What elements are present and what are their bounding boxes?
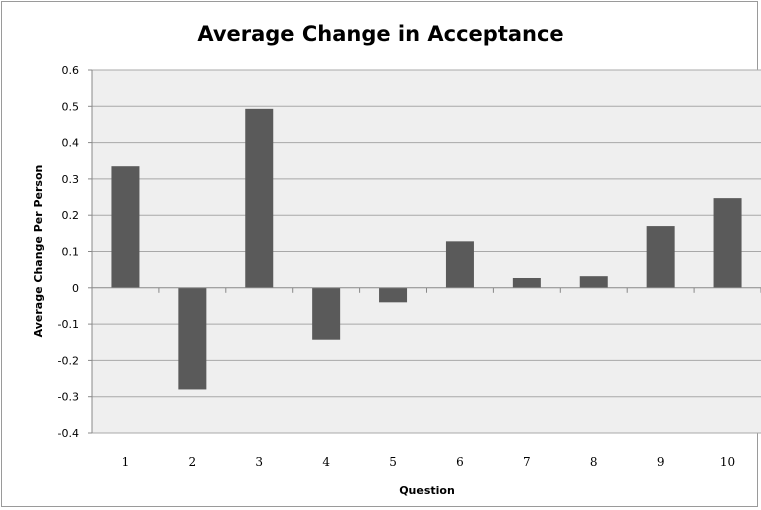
chart-title: Average Change in Acceptance: [197, 22, 564, 46]
x-tick-label: 9: [657, 455, 665, 469]
bar-q1: [111, 166, 140, 288]
x-tick-label: 5: [389, 455, 397, 469]
y-tick-label: 0.4: [62, 137, 80, 150]
bar-q8: [579, 276, 608, 288]
bar-q3: [245, 108, 274, 288]
bar-q10: [713, 198, 742, 288]
y-tick-label: -0.4: [58, 427, 79, 440]
x-tick-label: 4: [322, 455, 330, 469]
x-tick-label: 7: [523, 455, 531, 469]
x-tick-label: 10: [720, 455, 735, 469]
x-tick-label: 2: [189, 455, 197, 469]
x-tick-label: 8: [590, 455, 598, 469]
y-tick-label: 0.3: [62, 173, 80, 186]
y-tick-label: 0.2: [62, 209, 80, 222]
y-tick-label: 0: [72, 282, 79, 295]
y-axis-label: Average Change Per Person: [32, 165, 45, 338]
bar-q7: [512, 277, 541, 288]
bar-q9: [646, 226, 675, 288]
bar-q4: [312, 287, 341, 340]
y-tick-label: 0.5: [62, 100, 80, 113]
bar-q2: [178, 287, 207, 390]
x-tick-label: 1: [122, 455, 130, 469]
x-tick-label: 6: [456, 455, 464, 469]
bar-q6: [445, 241, 474, 288]
y-tick-label: 0.6: [62, 64, 80, 77]
bar-q5: [379, 287, 408, 303]
y-tick-label: -0.2: [58, 354, 79, 367]
x-axis-label: Question: [399, 484, 455, 497]
y-tick-label: -0.3: [58, 391, 79, 404]
y-tick-label: 0.1: [62, 246, 80, 259]
x-tick-label: 3: [255, 455, 263, 469]
y-tick-label: -0.1: [58, 318, 79, 331]
